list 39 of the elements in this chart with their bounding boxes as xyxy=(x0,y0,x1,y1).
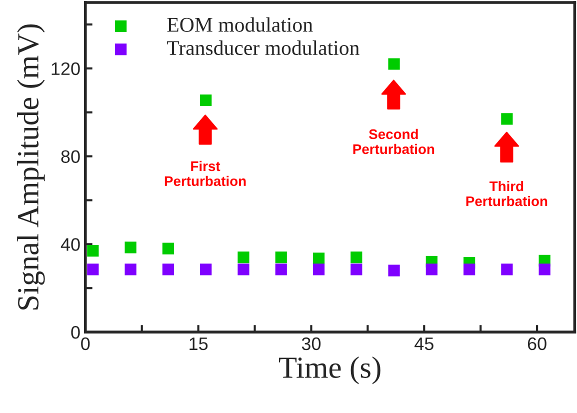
x-axis-title: Time (s) xyxy=(278,356,380,384)
y-tick-label: 0 xyxy=(71,326,80,339)
point xyxy=(501,113,513,125)
y-tick-label: 40 xyxy=(60,238,80,251)
point xyxy=(200,264,212,276)
annotation: Third Perturbation xyxy=(466,180,548,206)
point xyxy=(388,58,400,70)
point xyxy=(162,264,174,276)
point xyxy=(87,264,99,276)
point xyxy=(124,264,136,276)
annotation: Second Perturbation xyxy=(353,128,434,154)
annotation: First Perturbation xyxy=(164,160,246,186)
point xyxy=(501,264,513,276)
point xyxy=(426,264,438,276)
point xyxy=(350,264,362,276)
point xyxy=(238,264,250,276)
point xyxy=(124,242,136,254)
point xyxy=(463,264,476,276)
x-tick-label: 0 xyxy=(81,337,90,350)
point xyxy=(275,252,287,264)
y-tick-label: 80 xyxy=(61,150,80,163)
point xyxy=(87,244,99,257)
point xyxy=(312,264,325,276)
legend-label: Transducer modulation xyxy=(167,40,360,56)
legend-label: EOM modulation xyxy=(167,17,313,32)
point xyxy=(350,252,362,264)
x-tick-label: 15 xyxy=(190,338,208,350)
point xyxy=(312,252,325,264)
point xyxy=(538,264,550,276)
point xyxy=(388,264,400,276)
point xyxy=(162,242,174,254)
point xyxy=(200,94,212,106)
x-tick-label: 60 xyxy=(528,337,546,350)
y-tick-label: 120 xyxy=(52,62,80,76)
x-tick-label: 45 xyxy=(414,338,434,350)
point xyxy=(275,264,287,276)
x-tick-label: 30 xyxy=(302,337,321,350)
point xyxy=(238,252,250,264)
y-axis-title: Signal Amplitude (mV) xyxy=(17,24,45,310)
